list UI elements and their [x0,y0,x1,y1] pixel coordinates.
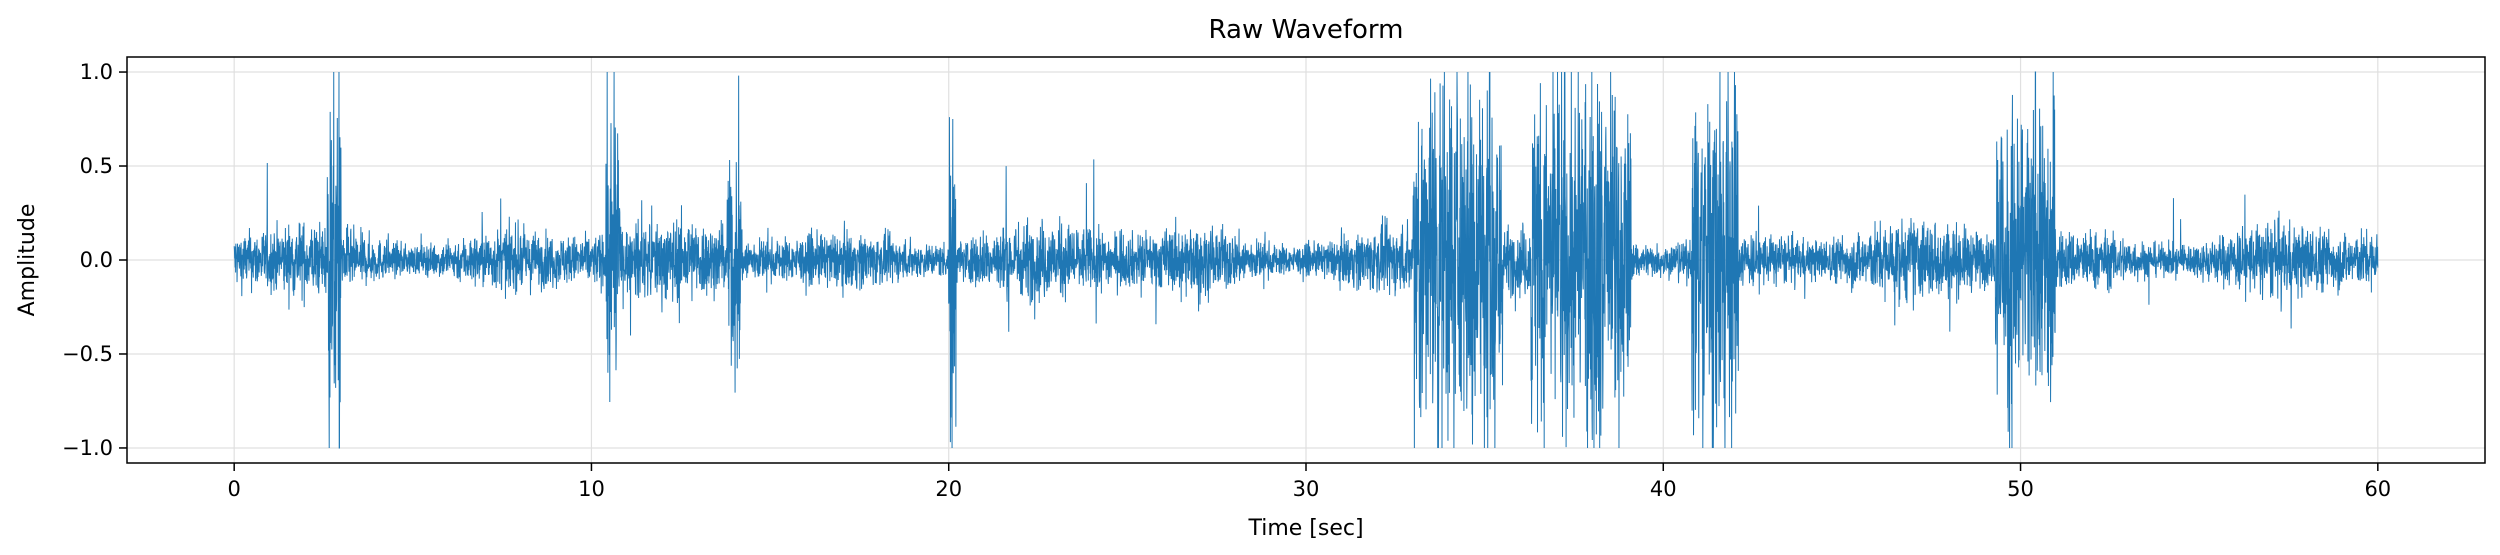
x-tick-label: 60 [2364,477,2391,501]
x-tick-label: 10 [578,477,605,501]
x-tick-label: 30 [1293,477,1320,501]
y-axis-ticks: −1.0 −0.5 0.0 0.5 1.0 [62,60,127,460]
x-tick-label: 0 [227,477,240,501]
plot-area [233,71,2379,449]
x-axis-ticks: 0 10 20 30 40 50 60 [227,463,2391,501]
x-axis-label: Time [sec] [1247,516,1363,541]
waveform-series-line [233,71,2379,449]
x-tick-label: 50 [2007,477,2034,501]
x-tick-label: 20 [935,477,962,501]
y-axis-label: Amplitude [15,204,40,317]
y-tick-label: 1.0 [80,60,113,84]
chart-title: Raw Waveform [1209,15,1404,45]
y-tick-label: 0.5 [80,154,113,178]
y-tick-label: −1.0 [62,436,113,460]
x-tick-label: 40 [1650,477,1677,501]
y-tick-label: 0.0 [80,248,113,272]
y-tick-label: −0.5 [62,342,113,366]
